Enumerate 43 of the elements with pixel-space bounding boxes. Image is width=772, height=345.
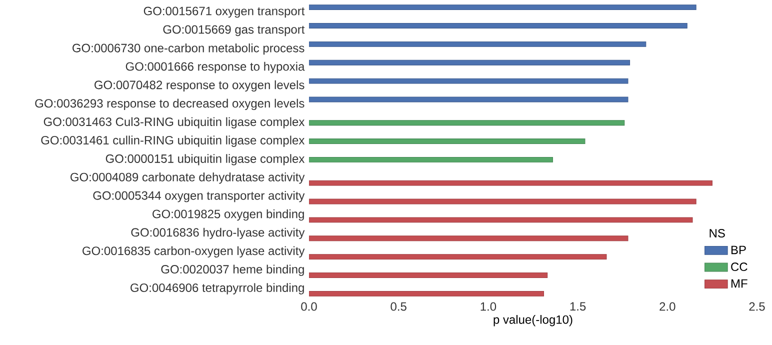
y-tick-label: GO:0019825 oxygen binding — [152, 209, 304, 221]
x-axis-title: p value(-log10) — [494, 315, 572, 326]
x-tick-label: 0.0 — [301, 302, 317, 311]
bar — [309, 23, 688, 28]
bar — [309, 4, 696, 10]
bar — [309, 60, 630, 66]
bar — [309, 96, 628, 102]
y-tick-label: GO:0006730 one-carbon metabolic process — [72, 43, 304, 55]
bar — [309, 254, 607, 260]
x-tick-label: 1.5 — [570, 302, 586, 311]
bar — [309, 138, 586, 144]
bar — [309, 236, 628, 242]
y-tick-label: GO:0000151 ubiquitin ligase complex — [106, 154, 305, 166]
y-tick-label: GO:0020037 heme binding — [161, 264, 304, 276]
y-tick-label: GO:0031461 cullin-RING ubiquitin ligase complex — [41, 136, 305, 147]
bar — [309, 217, 693, 223]
bar — [309, 156, 553, 162]
y-tick-label: GO:0016835 carbon-oxygen lyase activity — [82, 246, 305, 258]
bar — [309, 272, 548, 278]
legend-label: CC — [731, 262, 748, 272]
y-tick-label: GO:0016836 hydro-lyase activity — [131, 228, 305, 240]
legend-label: MF — [731, 279, 748, 288]
x-tick-label: 1.0 — [480, 302, 496, 311]
y-tick-label: GO:0004089 carbonate dehydratase activity — [70, 172, 305, 184]
bar — [309, 78, 628, 84]
x-tick-label: 2.5 — [749, 302, 765, 311]
bar — [309, 180, 712, 186]
y-tick-label: GO:0046906 tetrapyrrole binding — [130, 283, 304, 294]
bar — [309, 41, 646, 47]
y-tick-label: GO:0001666 response to hypoxia — [126, 62, 305, 74]
y-tick-label: GO:0070482 response to oxygen levels — [94, 80, 304, 92]
y-tick-label: GO:0015671 oxygen transport — [144, 6, 305, 18]
bar — [309, 290, 544, 296]
x-tick-label: 0.5 — [390, 302, 406, 311]
y-tick-label: GO:0005344 oxygen transporter activity — [93, 190, 305, 202]
y-tick-label: GO:0036293 response to decreased oxygen levels — [35, 98, 304, 110]
legend-label: BP — [731, 246, 746, 254]
legend-title: NS — [710, 228, 725, 238]
y-tick-label: GO:0031463 Cul3-RING ubiquitin ligase complex — [44, 117, 305, 128]
bar — [309, 120, 625, 126]
y-tick-label: GO:0015669 gas transport — [163, 25, 305, 36]
x-tick-label: 2.0 — [660, 302, 676, 311]
bar — [309, 198, 696, 204]
